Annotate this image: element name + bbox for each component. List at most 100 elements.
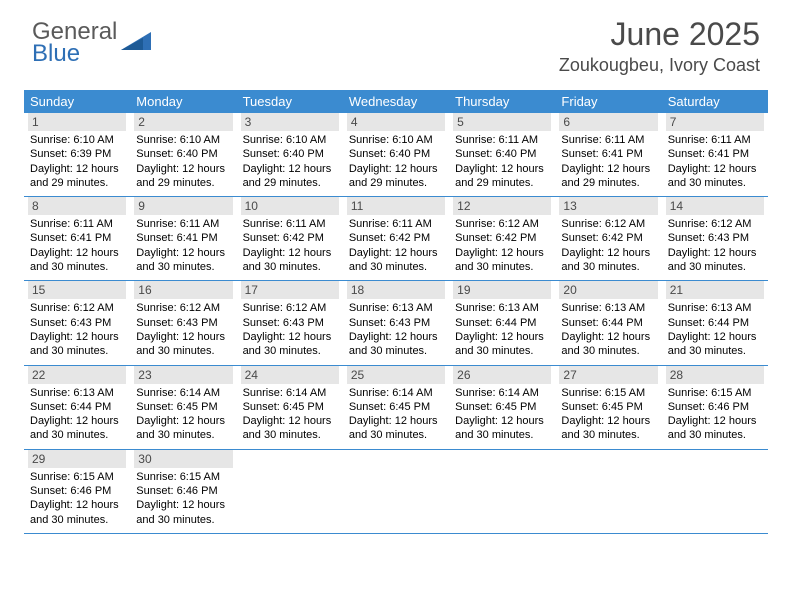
sunset-line: Sunset: 6:40 PM	[243, 147, 337, 161]
day-details: Sunrise: 6:13 AMSunset: 6:44 PMDaylight:…	[453, 299, 551, 358]
day-details: Sunrise: 6:13 AMSunset: 6:44 PMDaylight:…	[559, 299, 657, 358]
day-details: Sunrise: 6:11 AMSunset: 6:41 PMDaylight:…	[559, 131, 657, 190]
sunrise-line: Sunrise: 6:12 AM	[30, 301, 124, 315]
week-row: 29Sunrise: 6:15 AMSunset: 6:46 PMDayligh…	[24, 450, 768, 534]
day-number: 26	[453, 366, 551, 384]
day-details: Sunrise: 6:11 AMSunset: 6:42 PMDaylight:…	[347, 215, 445, 274]
sunrise-line: Sunrise: 6:15 AM	[136, 470, 230, 484]
day-cell	[343, 450, 449, 533]
daylight-line: Daylight: 12 hours and 30 minutes.	[455, 414, 549, 443]
daylight-line: Daylight: 12 hours and 30 minutes.	[243, 414, 337, 443]
day-cell: 20Sunrise: 6:13 AMSunset: 6:44 PMDayligh…	[555, 281, 661, 364]
sunset-line: Sunset: 6:44 PM	[668, 316, 762, 330]
day-details: Sunrise: 6:15 AMSunset: 6:46 PMDaylight:…	[134, 468, 232, 527]
daylight-line: Daylight: 12 hours and 30 minutes.	[136, 498, 230, 527]
sunrise-line: Sunrise: 6:15 AM	[30, 470, 124, 484]
sunset-line: Sunset: 6:42 PM	[349, 231, 443, 245]
sunset-line: Sunset: 6:39 PM	[30, 147, 124, 161]
day-cell: 11Sunrise: 6:11 AMSunset: 6:42 PMDayligh…	[343, 197, 449, 280]
day-cell: 3Sunrise: 6:10 AMSunset: 6:40 PMDaylight…	[237, 113, 343, 196]
sunset-line: Sunset: 6:42 PM	[455, 231, 549, 245]
sunset-line: Sunset: 6:40 PM	[455, 147, 549, 161]
sunrise-line: Sunrise: 6:13 AM	[455, 301, 549, 315]
sunrise-line: Sunrise: 6:14 AM	[349, 386, 443, 400]
page-header: General Blue June 2025 Zoukougbeu, Ivory…	[0, 0, 792, 90]
sunrise-line: Sunrise: 6:11 AM	[561, 133, 655, 147]
day-cell: 2Sunrise: 6:10 AMSunset: 6:40 PMDaylight…	[130, 113, 236, 196]
day-cell: 10Sunrise: 6:11 AMSunset: 6:42 PMDayligh…	[237, 197, 343, 280]
day-cell: 5 Sunrise: 6:11 AMSunset: 6:40 PMDaylight…	[449, 113, 555, 196]
weekday-header: Friday	[555, 90, 661, 113]
day-number: 5	[453, 113, 551, 131]
daylight-line: Daylight: 12 hours and 29 minutes.	[136, 162, 230, 191]
day-number: 13	[559, 197, 657, 215]
day-details: Sunrise: 6:15 AMSunset: 6:45 PMDaylight:…	[559, 384, 657, 443]
day-number: 8	[28, 197, 126, 215]
sunrise-line: Sunrise: 6:13 AM	[349, 301, 443, 315]
calendar: SundayMondayTuesdayWednesdayThursdayFrid…	[0, 90, 792, 534]
sunrise-line: Sunrise: 6:14 AM	[136, 386, 230, 400]
day-number: 28	[666, 366, 764, 384]
sunset-line: Sunset: 6:45 PM	[136, 400, 230, 414]
daylight-line: Daylight: 12 hours and 30 minutes.	[561, 414, 655, 443]
daylight-line: Daylight: 12 hours and 30 minutes.	[136, 330, 230, 359]
day-details: Sunrise: 6:11 AMSunset: 6:41 PMDaylight:…	[666, 131, 764, 190]
daylight-line: Daylight: 12 hours and 29 minutes.	[243, 162, 337, 191]
sunset-line: Sunset: 6:42 PM	[561, 231, 655, 245]
daylight-line: Daylight: 12 hours and 29 minutes.	[30, 162, 124, 191]
week-row: 8 Sunrise: 6:11 AM Sunset: 6:41 PM Daylight…	[24, 197, 768, 281]
sunrise-line: Sunrise: 6:13 AM	[561, 301, 655, 315]
sunrise-line: Sunrise: 6:11 AM	[455, 133, 549, 147]
week-row: 22Sunrise: 6:13 AMSunset: 6:44 PMDayligh…	[24, 366, 768, 450]
daylight-line: Daylight: 12 hours and 29 minutes.	[561, 162, 655, 191]
day-details: Sunrise: 6:12 AMSunset: 6:42 PMDaylight:…	[559, 215, 657, 274]
day-cell: 9Sunrise: 6:11 AMSunset: 6:41 PMDaylight…	[130, 197, 236, 280]
sunrise-line: Sunrise: 6:10 AM	[136, 133, 230, 147]
day-number: 2	[134, 113, 232, 131]
sunset-line: Sunset: 6:43 PM	[136, 316, 230, 330]
day-number: 16	[134, 281, 232, 299]
sunrise-line: Sunrise: 6:11 AM	[349, 217, 443, 231]
sunset-line: Sunset: 6:41 PM	[136, 231, 230, 245]
weekday-header-row: SundayMondayTuesdayWednesdayThursdayFrid…	[24, 90, 768, 113]
daylight-line: Daylight: 12 hours and 30 minutes.	[349, 246, 443, 275]
day-cell: 4Sunrise: 6:10 AMSunset: 6:40 PMDaylight…	[343, 113, 449, 196]
day-cell: 1Sunrise: 6:10 AMSunset: 6:39 PMDaylight…	[24, 113, 130, 196]
sunrise-line: Sunrise: 6:12 AM	[455, 217, 549, 231]
daylight-line: Daylight: 12 hours and 29 minutes.	[349, 162, 443, 191]
sunset-line: Sunset: 6:44 PM	[455, 316, 549, 330]
day-cell: 8Sunrise: 6:11 AMSunset: 6:41 PMDaylight…	[24, 197, 130, 280]
weekday-header: Monday	[130, 90, 236, 113]
day-number: 6	[559, 113, 657, 131]
day-number: 4	[347, 113, 445, 131]
day-cell: 7Sunrise: 6:11 AMSunset: 6:41 PMDaylight…	[662, 113, 768, 196]
day-number: 22	[28, 366, 126, 384]
day-cell: 22Sunrise: 6:13 AMSunset: 6:44 PMDayligh…	[24, 366, 130, 449]
day-cell	[237, 450, 343, 533]
day-cell: 24Sunrise: 6:14 AMSunset: 6:45 PMDayligh…	[237, 366, 343, 449]
sunrise-line: Sunrise: 6:13 AM	[30, 386, 124, 400]
sunrise-line: Sunrise: 6:10 AM	[243, 133, 337, 147]
sunset-line: Sunset: 6:46 PM	[136, 484, 230, 498]
daylight-line: Daylight: 12 hours and 30 minutes.	[243, 330, 337, 359]
daylight-line: Daylight: 12 hours and 29 minutes.	[455, 162, 549, 191]
title-block: June 2025 Zoukougbeu, Ivory Coast	[559, 16, 760, 76]
day-number: 29	[28, 450, 126, 468]
day-cell: 14Sunrise: 6:12 AMSunset: 6:43 PMDayligh…	[662, 197, 768, 280]
weeks-container: 1Sunrise: 6:10 AMSunset: 6:39 PMDaylight…	[24, 113, 768, 534]
sunrise-line: Sunrise: 6:11 AM	[243, 217, 337, 231]
day-details: Sunrise: 6:10 AMSunset: 6:39 PMDaylight:…	[28, 131, 126, 190]
day-number: 17	[241, 281, 339, 299]
daylight-line: Daylight: 12 hours and 30 minutes.	[455, 246, 549, 275]
sunset-line: Sunset: 6:40 PM	[349, 147, 443, 161]
sunrise-line: Sunrise: 6:15 AM	[668, 386, 762, 400]
day-number: 10	[241, 197, 339, 215]
sunrise-line: Sunrise: 6:14 AM	[243, 386, 337, 400]
day-details: Sunrise: 6:12 AMSunset: 6:43 PMDaylight:…	[241, 299, 339, 358]
sunset-line: Sunset: 6:46 PM	[30, 484, 124, 498]
day-cell: 13Sunrise: 6:12 AMSunset: 6:42 PMDayligh…	[555, 197, 661, 280]
day-number: 19	[453, 281, 551, 299]
day-number: 7	[666, 113, 764, 131]
sunset-line: Sunset: 6:45 PM	[455, 400, 549, 414]
sunset-line: Sunset: 6:46 PM	[668, 400, 762, 414]
